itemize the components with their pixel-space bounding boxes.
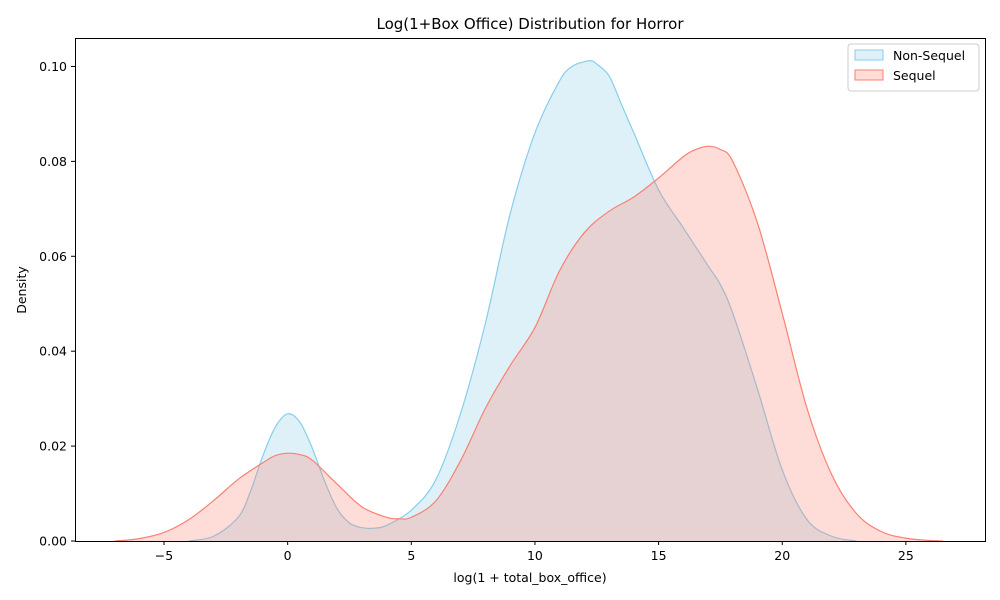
series-area-sequel bbox=[114, 146, 943, 541]
x-tick-label: −5 bbox=[155, 548, 173, 563]
x-axis: −5 0 5 10 15 20 25 bbox=[155, 541, 914, 563]
y-tick-label: 0.08 bbox=[39, 154, 67, 169]
y-axis: 0.00 0.02 0.04 0.06 0.08 0.10 bbox=[39, 59, 75, 549]
x-tick-label: 15 bbox=[651, 548, 667, 563]
x-tick-label: 0 bbox=[284, 548, 292, 563]
series-layer bbox=[114, 60, 943, 542]
y-tick-label: 0.04 bbox=[39, 344, 67, 359]
x-tick-label: 25 bbox=[898, 548, 914, 563]
legend-swatch-non-sequel bbox=[854, 49, 884, 61]
x-tick-label: 5 bbox=[407, 548, 415, 563]
y-tick-label: 0.00 bbox=[39, 534, 67, 549]
legend: Non-Sequel Sequel bbox=[847, 43, 980, 92]
series-line-non-sequel bbox=[188, 60, 857, 542]
y-tick-label: 0.06 bbox=[39, 249, 67, 264]
legend-label-sequel: Sequel bbox=[893, 68, 936, 83]
legend-box bbox=[847, 43, 980, 92]
y-tick-label: 0.10 bbox=[39, 59, 67, 74]
series-line-sequel bbox=[114, 145, 943, 542]
plot-frame bbox=[75, 38, 986, 542]
legend-swatch-sequel bbox=[854, 69, 884, 81]
x-tick-label: 10 bbox=[527, 548, 543, 563]
y-axis-label: Density bbox=[14, 266, 29, 314]
legend-label-non-sequel: Non-Sequel bbox=[893, 48, 965, 63]
chart-title: Log(1+Box Office) Distribution for Horro… bbox=[376, 15, 684, 33]
x-axis-label: log(1 + total_box_office) bbox=[453, 570, 606, 585]
x-tick-label: 20 bbox=[774, 548, 790, 563]
series-area-non-sequel bbox=[188, 60, 857, 541]
y-tick-label: 0.02 bbox=[39, 439, 67, 454]
